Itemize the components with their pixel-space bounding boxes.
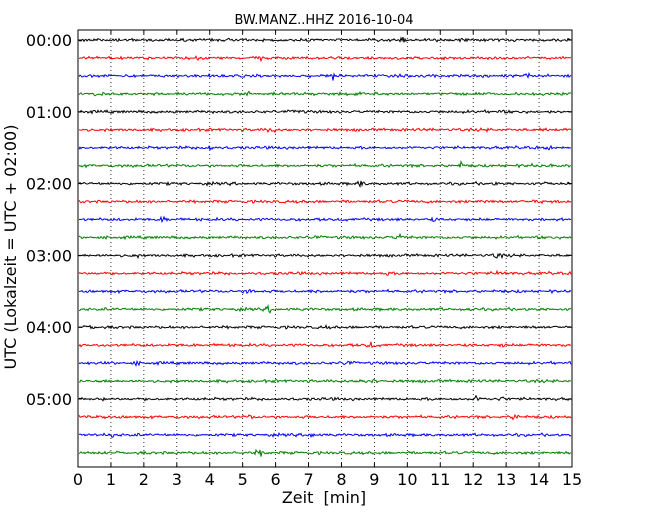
x-tick-label: 4 [205,470,215,489]
x-tick-label: 15 [562,470,582,489]
x-tick-label: 6 [271,470,281,489]
seismic-trace [78,127,572,134]
y-tick-label: 00:00 [26,31,72,50]
seismic-trace [78,252,572,260]
seismic-trace [78,378,572,384]
x-axis-label: Zeit [min] [282,488,366,507]
seismic-trace [78,341,572,349]
seismic-trace [78,72,572,81]
x-tick-label: 3 [172,470,182,489]
seismic-trace [78,394,572,402]
seismic-trace [78,159,572,169]
y-tick-label: 04:00 [26,318,72,337]
seismic-trace [78,55,572,63]
seismic-trace [78,360,572,368]
y-tick-label: 02:00 [26,175,72,194]
seismic-trace [78,36,572,43]
x-tick-label: 14 [529,470,549,489]
seismic-trace [78,431,572,439]
seismic-trace [78,303,572,314]
seismic-trace [78,109,572,115]
seismic-trace [78,180,572,189]
seismic-trace [78,288,572,295]
seismic-trace [78,323,572,330]
seismic-trace [78,448,572,457]
x-tick-label: 7 [303,470,313,489]
x-tick-label: 0 [73,470,83,489]
seismic-trace [78,144,572,152]
chart-title: BW.MANZ..HHZ 2016-10-04 [234,13,413,28]
tick-layer: 0 1 2 3 4 5 6 7 8 9 10 11 12 13 14 1500:0001:0002:0003:… [26,30,582,489]
y-axis-label: UTC (Lokalzeit = UTC + 02:00) [1,125,20,370]
x-tick-label: 1 [106,470,116,489]
seismic-trace [78,232,572,241]
x-tick-label: 10 [397,470,417,489]
grid-layer [110,30,540,467]
x-tick-label: 13 [496,470,516,489]
x-tick-label: 2 [139,470,149,489]
x-tick-label: 11 [430,470,450,489]
x-tick-label: 5 [238,470,248,489]
y-tick-label: 01:00 [26,103,72,122]
x-tick-label: 8 [336,470,346,489]
plot-frame [77,29,573,468]
x-tick-label: 9 [369,470,379,489]
trace-layer [78,36,572,457]
y-tick-label: 03:00 [26,246,72,265]
seismic-trace [78,199,572,205]
x-tick-label: 12 [463,470,483,489]
seismic-trace [78,215,572,224]
seismic-trace [78,269,572,276]
y-tick-label: 05:00 [26,390,72,409]
seismic-trace [78,413,572,421]
seismic-trace [78,90,572,97]
